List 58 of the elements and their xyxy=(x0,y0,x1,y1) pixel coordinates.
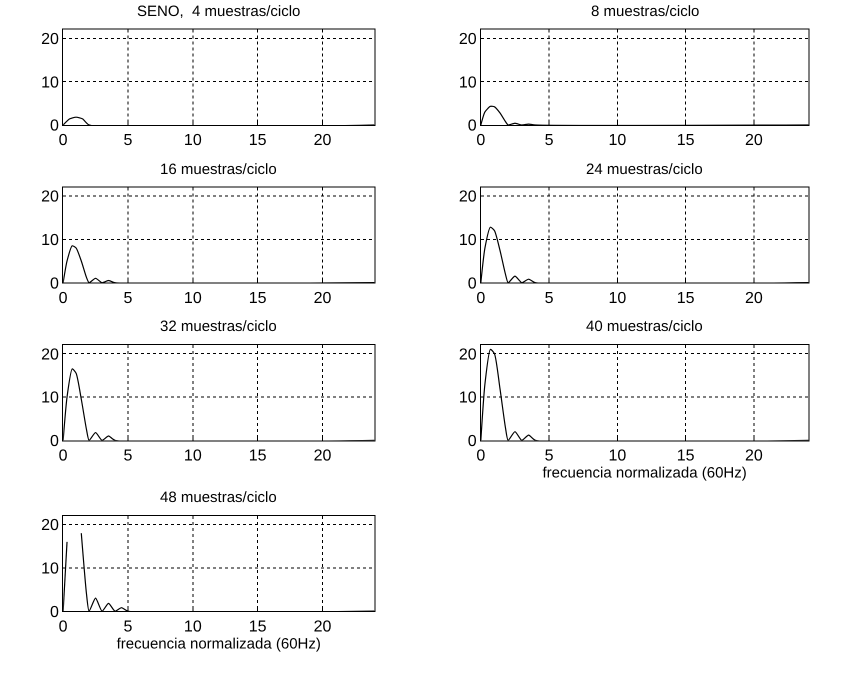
y-tick-label: 10 xyxy=(458,232,477,249)
chart-title: 40 muestras/ciclo xyxy=(586,318,703,335)
y-tick-label: 0 xyxy=(468,432,477,450)
y-tick-label: 0 xyxy=(50,275,60,292)
x-axis-title: frecuencia normalizada (60Hz) xyxy=(542,464,747,482)
x-tick-label: 15 xyxy=(248,448,267,465)
x-tick-label: 5 xyxy=(544,132,554,150)
x-tick-label: 5 xyxy=(124,618,133,636)
y-tick-label: 10 xyxy=(458,74,477,92)
x-tick-label: 15 xyxy=(248,290,267,307)
chart-title: 48 muestras/ciclo xyxy=(160,489,277,506)
y-tick-label: 0 xyxy=(50,604,60,621)
y-tick-label: 0 xyxy=(468,118,477,135)
y-tick-label: 20 xyxy=(458,30,477,48)
x-tick-label: 10 xyxy=(608,290,626,307)
x-tick-label: 20 xyxy=(744,132,763,150)
x-tick-label: 10 xyxy=(608,448,626,465)
y-tick-label: 10 xyxy=(41,390,60,407)
x-tick-label: 15 xyxy=(676,290,695,307)
x-tick-label: 5 xyxy=(544,290,554,307)
x-tick-label: 20 xyxy=(314,290,332,307)
x-tick-label: 10 xyxy=(184,132,202,150)
chart-title: SENO, 4 muestras/ciclo xyxy=(137,3,300,20)
y-tick-label: 0 xyxy=(468,275,477,292)
x-tick-label: 20 xyxy=(314,448,332,465)
x-tick-label: 15 xyxy=(676,132,695,150)
x-tick-label: 10 xyxy=(608,132,626,150)
y-tick-label: 20 xyxy=(41,346,60,364)
x-tick-label: 15 xyxy=(248,618,267,636)
y-tick-label: 10 xyxy=(41,560,60,578)
x-tick-label: 5 xyxy=(124,448,133,465)
y-tick-label: 20 xyxy=(41,188,60,206)
y-tick-label: 20 xyxy=(458,346,477,364)
y-tick-label: 20 xyxy=(41,517,60,534)
chart-title: 8 muestras/ciclo xyxy=(591,3,700,20)
y-tick-label: 20 xyxy=(458,188,477,206)
y-tick-label: 10 xyxy=(41,232,60,249)
x-tick-label: 15 xyxy=(676,448,695,465)
x-tick-label: 5 xyxy=(124,290,133,307)
x-axis-title: frecuencia normalizada (60Hz) xyxy=(116,635,321,652)
chart-title: 16 muestras/ciclo xyxy=(160,161,277,178)
x-tick-label: 15 xyxy=(248,132,267,150)
chart-title: 24 muestras/ciclo xyxy=(586,161,703,178)
y-tick-label: 10 xyxy=(458,390,477,407)
x-tick-label: 10 xyxy=(184,448,202,465)
x-tick-label: 10 xyxy=(184,618,202,636)
y-tick-label: 0 xyxy=(50,432,60,450)
x-tick-label: 10 xyxy=(184,290,202,307)
x-tick-label: 20 xyxy=(744,448,763,465)
y-tick-label: 20 xyxy=(41,30,60,48)
y-tick-label: 10 xyxy=(41,74,60,92)
x-tick-label: 20 xyxy=(744,290,763,307)
x-tick-label: 20 xyxy=(314,618,332,636)
x-tick-label: 5 xyxy=(544,448,554,465)
x-tick-label: 5 xyxy=(124,132,133,150)
y-tick-label: 0 xyxy=(50,118,60,135)
x-tick-label: 20 xyxy=(314,132,332,150)
chart-title: 32 muestras/ciclo xyxy=(160,318,277,335)
